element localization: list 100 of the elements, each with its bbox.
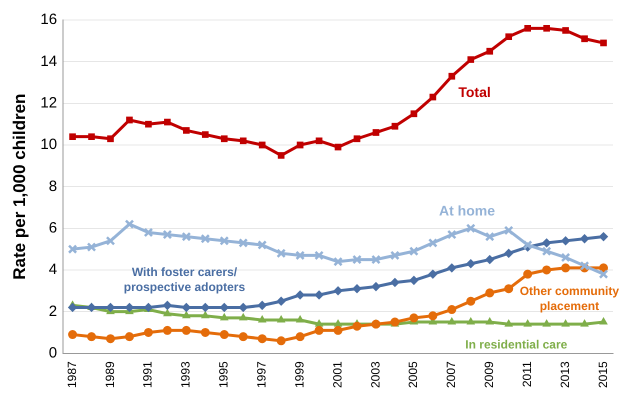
point bbox=[238, 332, 248, 342]
point bbox=[542, 265, 552, 274]
point bbox=[276, 248, 286, 258]
point bbox=[448, 318, 456, 325]
point bbox=[87, 332, 96, 342]
y-tick-label: 4 bbox=[48, 261, 58, 278]
point bbox=[504, 248, 514, 258]
point bbox=[107, 135, 114, 142]
point bbox=[314, 326, 324, 335]
y-tick-label: 6 bbox=[48, 219, 58, 236]
point bbox=[162, 230, 172, 240]
point bbox=[581, 35, 588, 42]
point bbox=[467, 56, 474, 63]
point bbox=[561, 263, 570, 272]
point bbox=[430, 94, 436, 100]
x-tick-label: 2003 bbox=[368, 360, 382, 388]
point bbox=[278, 152, 284, 159]
point bbox=[334, 326, 343, 335]
x-tick-label: 2013 bbox=[558, 360, 572, 388]
point bbox=[238, 238, 248, 248]
point bbox=[162, 326, 172, 335]
y-tick-label: 10 bbox=[40, 136, 58, 154]
point bbox=[390, 250, 400, 260]
point bbox=[200, 234, 210, 244]
point bbox=[372, 129, 380, 136]
point bbox=[447, 230, 457, 240]
point bbox=[124, 219, 134, 229]
point bbox=[409, 276, 418, 285]
point bbox=[466, 318, 475, 325]
point bbox=[258, 334, 267, 344]
point bbox=[484, 232, 495, 242]
point bbox=[202, 131, 209, 138]
point bbox=[485, 288, 494, 298]
point bbox=[505, 33, 512, 40]
y-tick-label: 12 bbox=[40, 94, 58, 112]
x-tick-label: 1991 bbox=[140, 360, 155, 388]
x-tick-label: 2015 bbox=[596, 360, 610, 388]
point bbox=[428, 270, 438, 279]
point bbox=[333, 256, 343, 266]
x-tick-label: 1995 bbox=[216, 360, 231, 388]
series-label: In residential care bbox=[465, 337, 568, 352]
series-label: Other community placement bbox=[520, 284, 620, 313]
point bbox=[315, 320, 324, 327]
point bbox=[257, 240, 267, 250]
point bbox=[542, 320, 551, 327]
point bbox=[600, 40, 607, 46]
point bbox=[599, 232, 608, 242]
point bbox=[316, 137, 322, 144]
point bbox=[562, 27, 569, 34]
y-tick-label: 8 bbox=[48, 178, 58, 195]
point bbox=[334, 320, 342, 327]
point bbox=[88, 133, 95, 140]
point bbox=[106, 236, 116, 246]
point bbox=[580, 320, 589, 327]
point bbox=[428, 238, 438, 248]
point bbox=[68, 330, 78, 340]
x-tick-label: 1993 bbox=[178, 360, 193, 388]
point bbox=[561, 236, 570, 246]
point bbox=[352, 254, 362, 264]
point bbox=[504, 284, 514, 294]
point bbox=[183, 127, 190, 134]
point bbox=[144, 328, 153, 337]
x-tick-label: 2007 bbox=[444, 360, 458, 388]
point bbox=[258, 315, 266, 322]
point bbox=[314, 250, 324, 260]
point bbox=[200, 328, 210, 337]
series-label: Total bbox=[458, 84, 491, 100]
point bbox=[523, 270, 532, 279]
point bbox=[220, 135, 228, 142]
point bbox=[69, 133, 76, 140]
point bbox=[371, 282, 380, 292]
point bbox=[296, 315, 304, 322]
point bbox=[126, 116, 133, 124]
point bbox=[504, 226, 514, 236]
point bbox=[296, 142, 304, 148]
point bbox=[562, 320, 570, 327]
point bbox=[182, 232, 192, 242]
point bbox=[124, 332, 134, 342]
point bbox=[352, 284, 362, 294]
point bbox=[277, 315, 286, 322]
point bbox=[598, 269, 608, 279]
point bbox=[163, 309, 172, 316]
point bbox=[428, 311, 438, 320]
x-tick-label: 1997 bbox=[254, 360, 269, 388]
point bbox=[410, 110, 418, 118]
point bbox=[295, 250, 305, 260]
point bbox=[334, 286, 343, 296]
series-label: At home bbox=[438, 202, 496, 219]
point bbox=[560, 252, 570, 262]
point bbox=[409, 313, 418, 322]
point bbox=[371, 254, 381, 264]
point bbox=[580, 234, 590, 244]
point bbox=[276, 296, 286, 306]
point bbox=[86, 242, 96, 252]
y-tick-label: 16 bbox=[40, 11, 58, 28]
point bbox=[220, 313, 228, 320]
point bbox=[600, 318, 608, 325]
point bbox=[542, 246, 552, 256]
point bbox=[466, 296, 476, 306]
point bbox=[334, 144, 342, 150]
